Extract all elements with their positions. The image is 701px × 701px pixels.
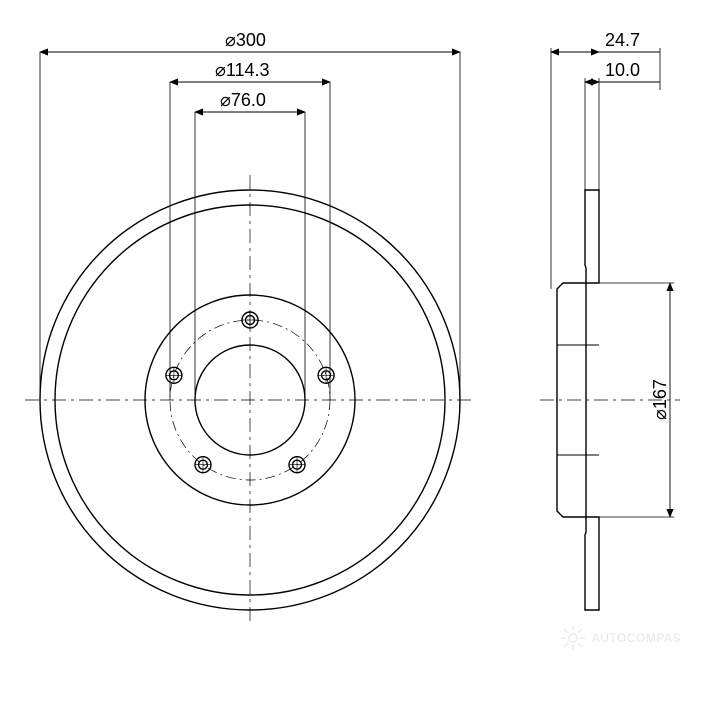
compass-icon bbox=[560, 625, 586, 651]
diagram-svg bbox=[0, 0, 701, 701]
watermark-text: AUTOCOMPAS bbox=[592, 631, 681, 645]
dim-100: 10.0 bbox=[605, 60, 640, 81]
dim-d760: ⌀76.0 bbox=[220, 90, 266, 111]
dim-247: 24.7 bbox=[605, 30, 640, 51]
drawing-canvas: ⌀300 ⌀114.3 ⌀76.0 24.7 10.0 ⌀167 AUTOCOM… bbox=[0, 0, 701, 701]
dimension-lines bbox=[40, 52, 670, 517]
watermark: AUTOCOMPAS bbox=[560, 625, 681, 651]
dim-d1143: ⌀114.3 bbox=[215, 60, 270, 81]
dim-d300: ⌀300 bbox=[225, 30, 266, 51]
front-view bbox=[25, 175, 475, 625]
dim-d167: ⌀167 bbox=[650, 379, 671, 420]
